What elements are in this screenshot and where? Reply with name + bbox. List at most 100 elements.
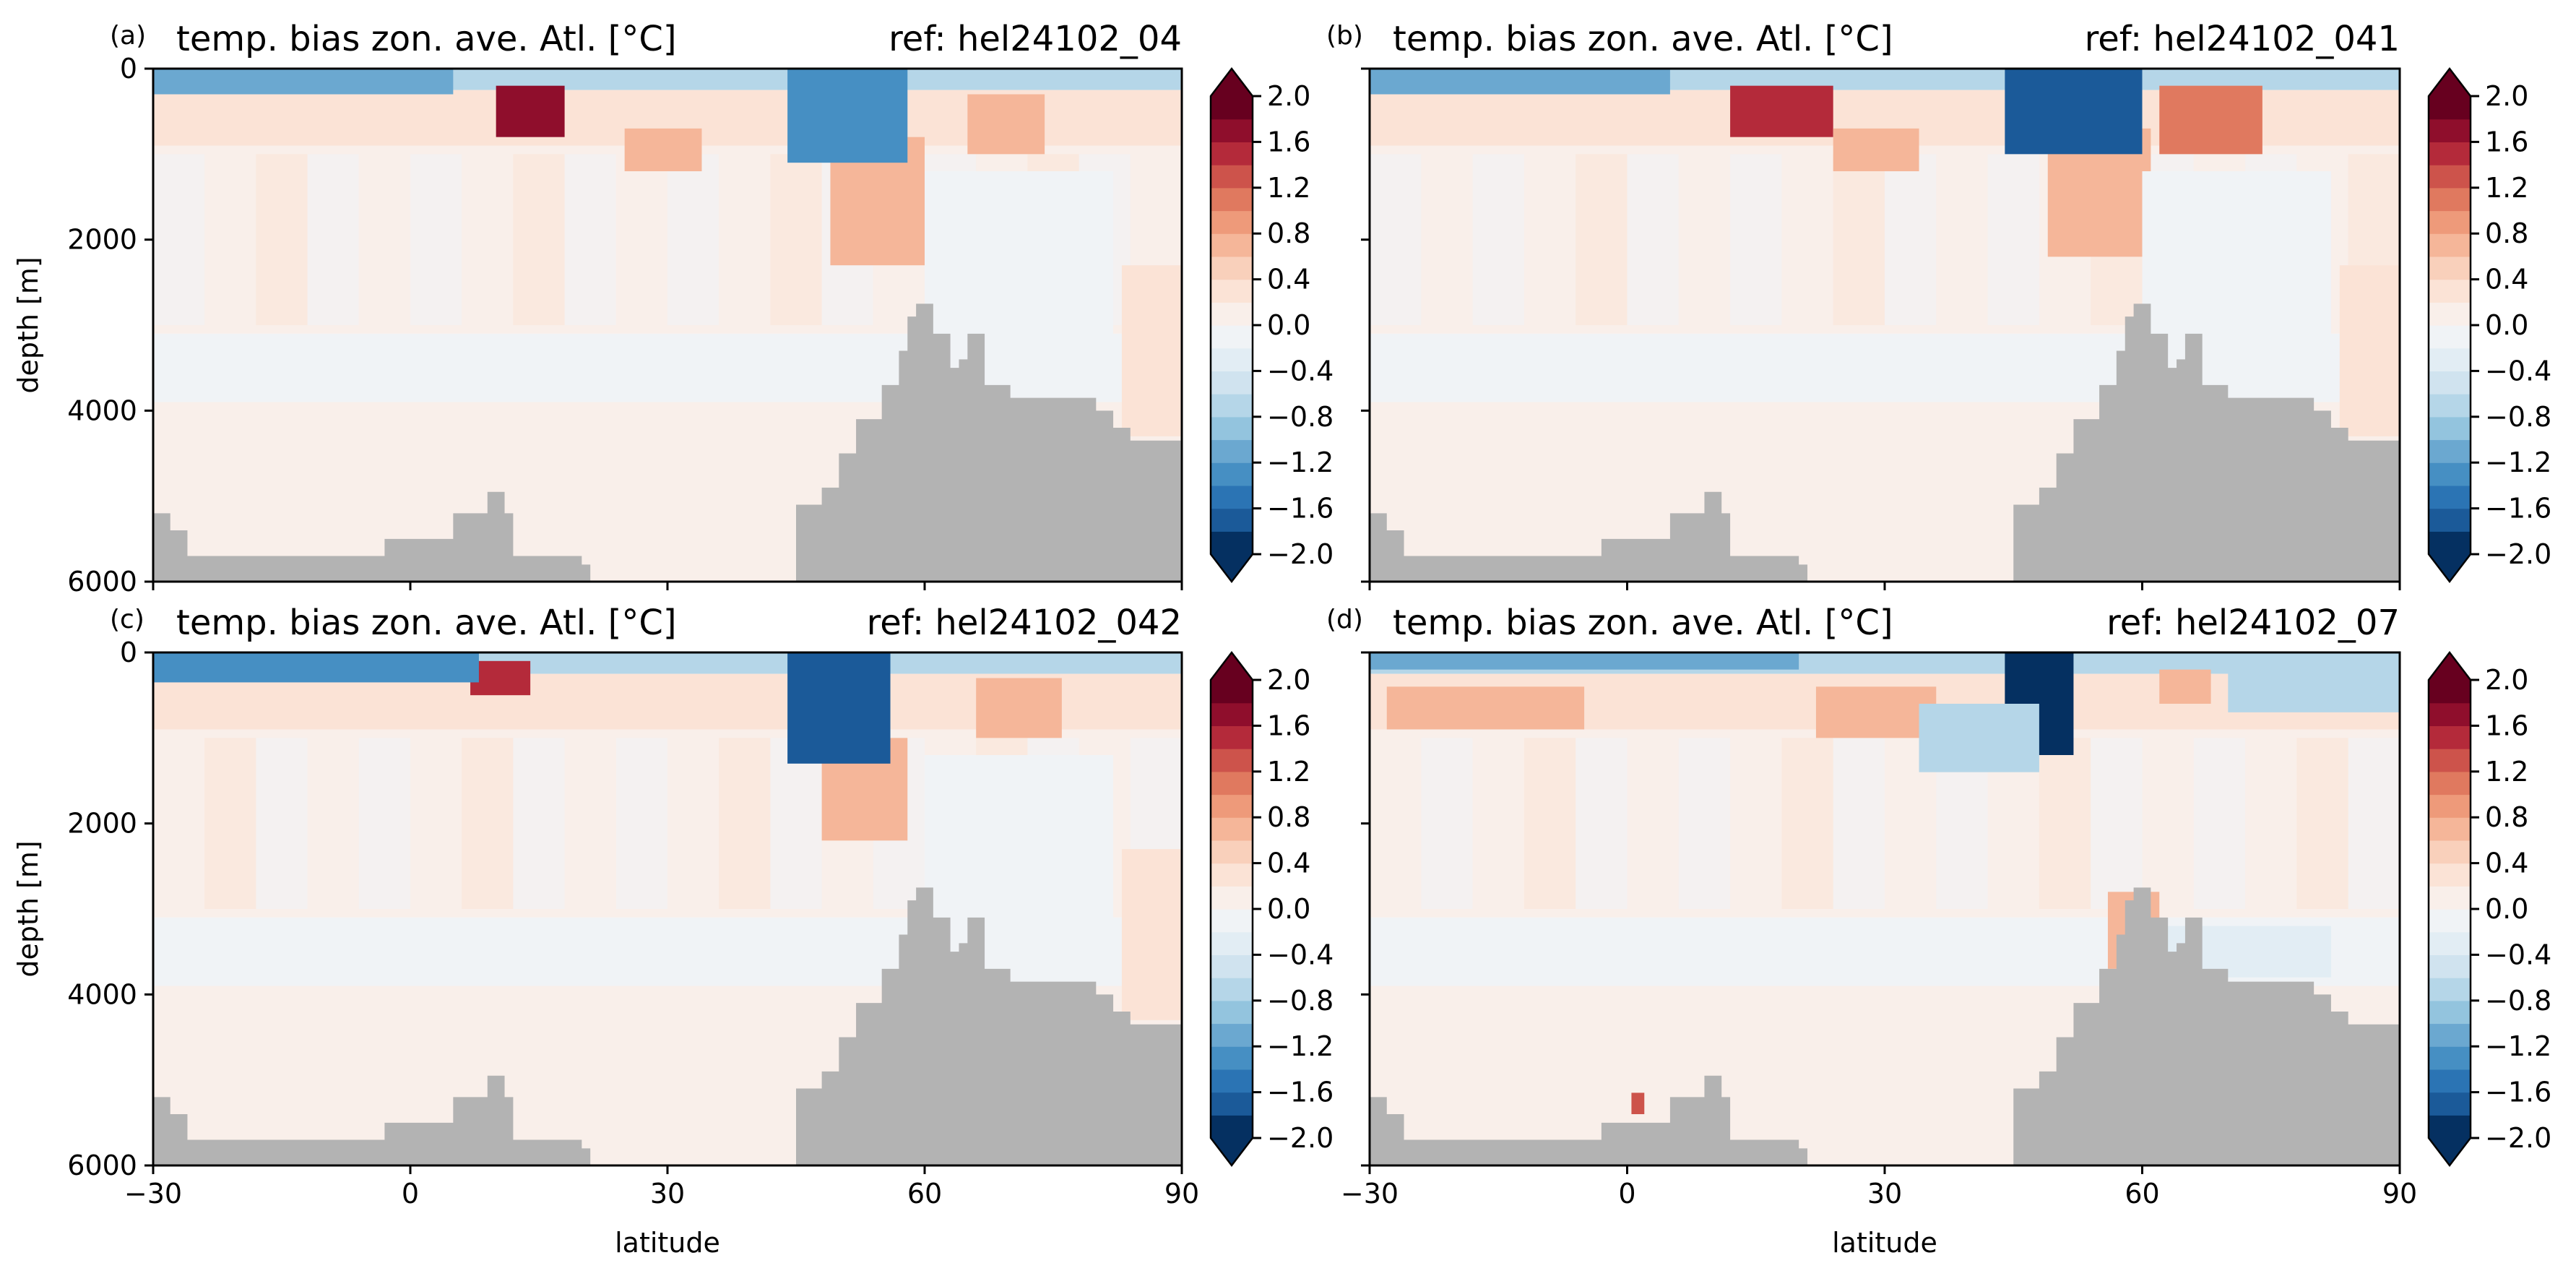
texture-cell [615, 738, 667, 909]
colorbar-segment [1211, 863, 1253, 887]
texture-cell [2245, 738, 2297, 909]
colorbar-tick-label: 2.0 [1267, 80, 1310, 112]
colorbar-segment [1211, 485, 1253, 509]
texture-cell [358, 738, 410, 909]
colorbar-segment [2429, 1092, 2471, 1116]
colorbar-tick-label: −0.4 [1267, 355, 1334, 387]
y-tick-label: 2000 [67, 808, 137, 840]
texture-cell [462, 738, 514, 909]
colorbar-segment [1211, 978, 1253, 1001]
colorbar-segment [2429, 279, 2471, 303]
colorbar-tick-label: −0.4 [2485, 939, 2551, 970]
colorbar-segment [2429, 1069, 2471, 1093]
colorbar-tick-label: −0.8 [1267, 985, 1334, 1017]
colorbar-segment [2429, 1023, 2471, 1047]
texture-cell [1678, 154, 1731, 325]
colorbar-segment [2429, 142, 2471, 165]
colorbar-segment [1211, 725, 1253, 749]
colorbar-tick-label: −1.2 [2485, 447, 2551, 478]
texture-cell [204, 154, 256, 325]
texture-cell [513, 738, 565, 909]
reference-label: ref: hel24102_07 [2106, 603, 2400, 643]
colorbar-tick-label: −2.0 [2485, 538, 2551, 570]
texture-cell [2193, 738, 2246, 909]
colorbar-tick-label: 0.4 [1267, 264, 1310, 296]
colorbar-tick-label: −1.2 [1267, 1030, 1334, 1062]
anomaly-cell [2005, 69, 2143, 155]
texture-cell [1987, 154, 2039, 325]
anomaly-cell [1121, 849, 1182, 1020]
texture-cell [1730, 738, 1782, 909]
colorbar-tick-label: 1.2 [2485, 756, 2528, 788]
colorbar-segment [2429, 1115, 2471, 1139]
colorbar-tick-label: −0.4 [1267, 939, 1334, 970]
anomaly-cell [1370, 652, 1799, 670]
panel-label: (d) [1326, 605, 1363, 634]
texture-cell [615, 154, 667, 325]
colorbar-segment [1211, 1023, 1253, 1047]
anomaly-cell [967, 94, 1045, 155]
colorbar-2: 2.0 1.6 1.2 0.8 0.4 0.0 −0.4 −0.8 −1.2 −1.6 −2.0 [2427, 66, 2551, 584]
colorbar-tick-label: 1.2 [1267, 172, 1310, 204]
y-axis-label: depth [m] [12, 257, 44, 393]
colorbar-tick-label: 1.6 [2485, 710, 2528, 741]
colorbar-tick-label: 2.0 [2485, 80, 2528, 112]
colorbar-segment [1211, 771, 1253, 796]
colorbar-segment [2429, 1000, 2471, 1025]
colorbar-segment [2429, 840, 2471, 864]
colorbar-extend-max [1211, 652, 1253, 680]
colorbar-segment [2429, 817, 2471, 841]
anomaly-cell [470, 660, 531, 696]
anomaly-cell [496, 85, 565, 137]
panel-title: temp. bias zon. ave. Atl. [°C] [1393, 19, 1893, 59]
colorbar-tick-label: 1.6 [1267, 126, 1310, 158]
colorbar-segment [1211, 165, 1253, 189]
y-axis-label: depth [m] [12, 840, 44, 977]
colorbar-segment [1211, 1092, 1253, 1116]
colorbar-segment [1211, 256, 1253, 280]
colorbar-tick-label: 0.0 [1267, 309, 1310, 341]
colorbar-extend-max [2429, 69, 2471, 96]
colorbar-segment [1211, 1069, 1253, 1093]
texture-cell [256, 154, 308, 325]
colorbar-tick-label: −0.8 [2485, 401, 2551, 433]
colorbar-segment [2429, 954, 2471, 978]
colorbar-segment [1211, 96, 1253, 120]
texture-cell [1833, 738, 1885, 909]
colorbar-segment [2429, 794, 2471, 818]
x-tick-label: 60 [2125, 1178, 2159, 1210]
texture-cell [2142, 738, 2194, 909]
colorbar-segment [2429, 725, 2471, 749]
colorbar-tick-label: 0.8 [2485, 801, 2528, 833]
anomaly-cell [925, 171, 1114, 385]
x-tick-label: 30 [1867, 1178, 1902, 1210]
colorbar-segment [1211, 187, 1253, 212]
colorbar-tick-label: −1.6 [1267, 1077, 1334, 1108]
colorbar-segment [1211, 909, 1253, 933]
colorbar-segment [2429, 439, 2471, 463]
colorbar-segment [1211, 886, 1253, 910]
anomaly-cell [2159, 85, 2262, 155]
colorbar-segment [2429, 187, 2471, 212]
x-tick-label: 60 [907, 1178, 942, 1210]
texture-cell [204, 738, 256, 909]
colorbar-segment [1211, 348, 1253, 371]
colorbar-segment [1211, 931, 1253, 955]
colorbar-segment [1211, 680, 1253, 704]
colorbar-segment [2429, 348, 2471, 371]
texture-cell [564, 738, 616, 909]
texture-cell [1678, 738, 1731, 909]
seafloor-mask [153, 303, 1182, 582]
texture-cell [1936, 154, 1988, 325]
texture-cell [1370, 738, 1422, 909]
colorbar-segment [1211, 142, 1253, 165]
colorbar-tick-label: −2.0 [1267, 1122, 1334, 1154]
colorbar-tick-label: 2.0 [1267, 664, 1310, 696]
colorbar-4: 2.0 1.6 1.2 0.8 0.4 0.0 −0.4 −0.8 −1.2 −1.6 −2.0 [2427, 650, 2551, 1168]
anomaly-cell [1121, 265, 1182, 436]
texture-cell [1576, 738, 1628, 909]
heatmap-panel-4 [1370, 652, 2400, 1165]
texture-cell [153, 154, 205, 325]
panel-label: (c) [110, 605, 144, 634]
x-tick-label: 90 [2382, 1178, 2417, 1210]
